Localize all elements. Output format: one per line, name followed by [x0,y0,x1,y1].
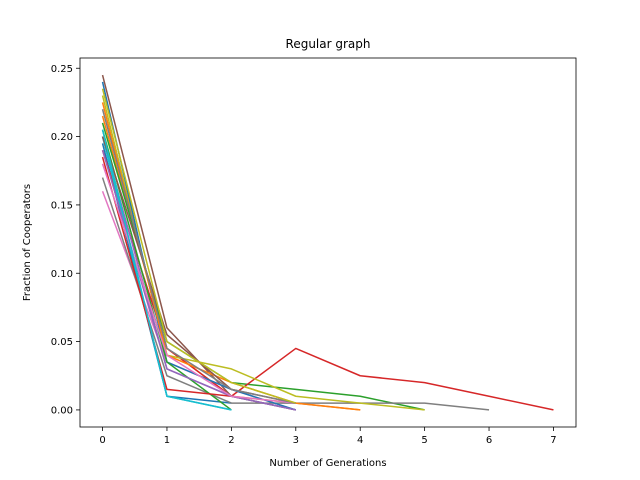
x-tick-label: 2 [228,435,234,446]
y-tick-label: 0.20 [51,132,73,143]
x-tick-label: 6 [486,435,492,446]
x-tick-label: 3 [293,435,299,446]
series-line-17 [101,109,296,404]
y-tick-label: 0.05 [51,337,73,348]
series-line-2 [101,122,425,411]
y-tick-label: 0.00 [51,405,73,416]
x-tick-label: 4 [357,435,363,446]
x-tick-label: 0 [99,435,105,446]
x-tick-label: 1 [164,435,170,446]
series-line-13 [101,156,232,397]
series-line-3 [101,150,554,411]
series-line-19 [101,129,232,411]
x-tick-label: 7 [550,435,556,446]
series-line-16 [101,163,296,404]
series-layer [101,74,554,411]
y-tick-label: 0.25 [51,64,73,75]
x-axis-label: Number of Generations [269,458,386,469]
plot-frame [79,57,577,428]
y-axis-label: Fraction of Cooperators [22,184,33,301]
chart-title: Regular graph [286,37,371,51]
x-tick-label: 5 [421,435,427,446]
y-tick-label: 0.15 [51,200,73,211]
tick-layer: 0 1 2 3 4 5 6 7 0.00 0.05 0.10 0.15 0.20 0.25 [51,64,557,446]
y-tick-label: 0.10 [51,269,73,280]
series-line-18 [101,88,297,404]
